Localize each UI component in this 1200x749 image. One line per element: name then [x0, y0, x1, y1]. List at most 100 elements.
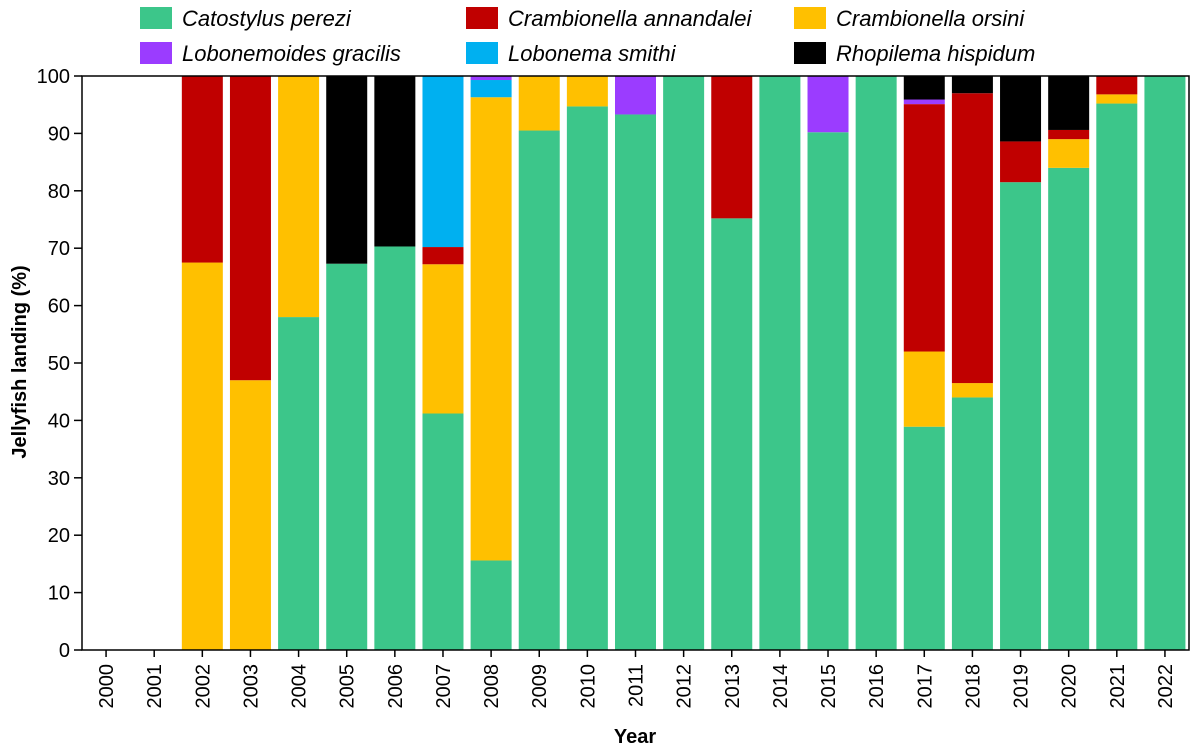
x-tick-label-2003: 2003 [240, 664, 262, 709]
x-tick-label-2017: 2017 [914, 664, 936, 709]
legend-swatch-crambionella-annandalei [466, 7, 498, 29]
legend-swatch-crambionella-orsini [794, 7, 826, 29]
bar-2017-crambionella-orsini [903, 351, 945, 427]
bars [181, 76, 1186, 651]
bar-2020-catostylus-perezi [1048, 167, 1090, 650]
bar-2015-catostylus-perezi [807, 132, 849, 650]
x-tick-label-2021: 2021 [1107, 664, 1129, 709]
bar-2008-crambionella-orsini [470, 97, 512, 561]
x-tick-label-2000: 2000 [96, 664, 118, 709]
bar-2012-catostylus-perezi [663, 76, 705, 650]
x-tick-label-2015: 2015 [818, 664, 840, 709]
bar-2003-crambionella-orsini [229, 380, 271, 650]
bar-2004-crambionella-orsini [278, 76, 320, 318]
y-tick-label-80: 80 [48, 181, 70, 203]
bar-2005-rhopilema-hispidum [326, 76, 368, 264]
y-axis-title: Jellyfish landing (%) [9, 265, 31, 458]
bar-2007-lobonema-smithi [422, 76, 464, 248]
x-tick-label-2004: 2004 [289, 664, 311, 709]
axes: 0 10 20 30 40 50 60 70 80 90 100 2000 2001 2002 2003 20… [37, 66, 1190, 709]
bar-2019-rhopilema-hispidum [1000, 76, 1042, 142]
x-tick-label-2020: 2020 [1059, 664, 1081, 709]
legend-swatch-rhopilema-hispidum [794, 42, 826, 64]
bar-2021-crambionella-annandalei [1096, 76, 1138, 95]
x-tick-label-2019: 2019 [1011, 664, 1033, 709]
x-tick-label-2007: 2007 [433, 664, 455, 709]
bar-2006-catostylus-perezi [374, 246, 416, 651]
x-tick-label-2001: 2001 [144, 664, 166, 709]
bar-2018-catostylus-perezi [951, 397, 993, 650]
legend-label-lobonema-smithi: Lobonema smithi [508, 41, 677, 66]
bar-2020-crambionella-orsini [1048, 139, 1090, 168]
y-tick-label-70: 70 [48, 238, 70, 260]
x-tick-label-2013: 2013 [722, 664, 744, 709]
bar-2015-lobonemoides-gracilis [807, 76, 849, 133]
bar-2020-crambionella-annandalei [1048, 129, 1090, 140]
legend-label-lobonemoides-gracilis: Lobonemoides gracilis [182, 41, 401, 66]
bar-2018-rhopilema-hispidum [951, 76, 993, 94]
bar-2016-catostylus-perezi [855, 76, 897, 650]
bar-2019-crambionella-annandalei [1000, 141, 1042, 183]
legend-swatch-catostylus-perezi [140, 7, 172, 29]
bar-2017-lobonemoides-gracilis [903, 99, 945, 105]
x-tick-label-2012: 2012 [674, 664, 696, 709]
legend-label-rhopilema-hispidum: Rhopilema hispidum [836, 41, 1035, 66]
bar-2010-crambionella-orsini [566, 76, 608, 107]
bar-2006-rhopilema-hispidum [374, 76, 416, 247]
bar-2007-catostylus-perezi [422, 413, 464, 650]
bar-2021-crambionella-orsini [1096, 94, 1138, 104]
x-tick-label-2010: 2010 [577, 664, 599, 709]
bar-2002-crambionella-orsini [181, 262, 223, 650]
x-tick-label-2005: 2005 [337, 664, 359, 709]
bar-2018-crambionella-orsini [951, 383, 993, 398]
bar-2017-catostylus-perezi [903, 426, 945, 650]
y-tick-label-60: 60 [48, 296, 70, 318]
y-tick-label-10: 10 [48, 583, 70, 605]
x-tick-label-2022: 2022 [1155, 664, 1177, 709]
bar-2017-crambionella-annandalei [903, 104, 945, 352]
x-tick-label-2006: 2006 [385, 664, 407, 709]
bar-2002-crambionella-annandalei [181, 76, 223, 263]
bar-2005-catostylus-perezi [326, 263, 368, 650]
bar-2017-rhopilema-hispidum [903, 76, 945, 100]
bar-2013-catostylus-perezi [711, 218, 753, 650]
legend-label-crambionella-annandalei: Crambionella annandalei [508, 6, 752, 31]
bar-2003-crambionella-annandalei [229, 76, 271, 381]
bar-2022-catostylus-perezi [1144, 76, 1186, 650]
x-tick-label-2016: 2016 [866, 664, 888, 709]
x-tick-label-2014: 2014 [770, 664, 792, 709]
bar-2010-catostylus-perezi [566, 106, 608, 651]
bar-2014-catostylus-perezi [759, 76, 801, 650]
bar-2008-lobonema-smithi [470, 80, 512, 98]
legend-swatch-lobonema-smithi [466, 42, 498, 64]
y-tick-label-50: 50 [48, 353, 70, 375]
bar-2007-crambionella-orsini [422, 264, 464, 414]
x-tick-label-2009: 2009 [529, 664, 551, 709]
bar-2018-crambionella-annandalei [951, 93, 993, 384]
x-tick-label-2018: 2018 [962, 664, 984, 709]
y-tick-label-0: 0 [59, 640, 70, 662]
bar-2004-catostylus-perezi [278, 317, 320, 650]
bar-2007-crambionella-annandalei [422, 247, 464, 265]
legend-label-crambionella-orsini: Crambionella orsini [836, 6, 1025, 31]
bar-2009-catostylus-perezi [518, 130, 560, 650]
y-tick-label-100: 100 [37, 66, 70, 88]
x-tick-label-2011: 2011 [626, 664, 648, 707]
bar-2008-lobonemoides-gracilis [470, 76, 512, 81]
bar-2009-crambionella-orsini [518, 76, 560, 131]
x-tick-label-2008: 2008 [481, 664, 503, 709]
legend: Catostylus perezi Crambionella annandalei… [140, 6, 1035, 66]
bar-2011-lobonemoides-gracilis [615, 76, 656, 115]
y-tick-label-30: 30 [48, 468, 70, 490]
bar-2019-catostylus-perezi [1000, 182, 1042, 650]
bar-2021-catostylus-perezi [1096, 103, 1138, 651]
bar-2008-catostylus-perezi [470, 560, 512, 650]
y-tick-label-40: 40 [48, 410, 70, 432]
bar-2011-catostylus-perezi [615, 114, 656, 650]
y-tick-label-20: 20 [48, 525, 70, 547]
legend-swatch-lobonemoides-gracilis [140, 42, 172, 64]
bar-2020-rhopilema-hispidum [1048, 76, 1090, 130]
x-axis-title: Year [614, 726, 656, 748]
